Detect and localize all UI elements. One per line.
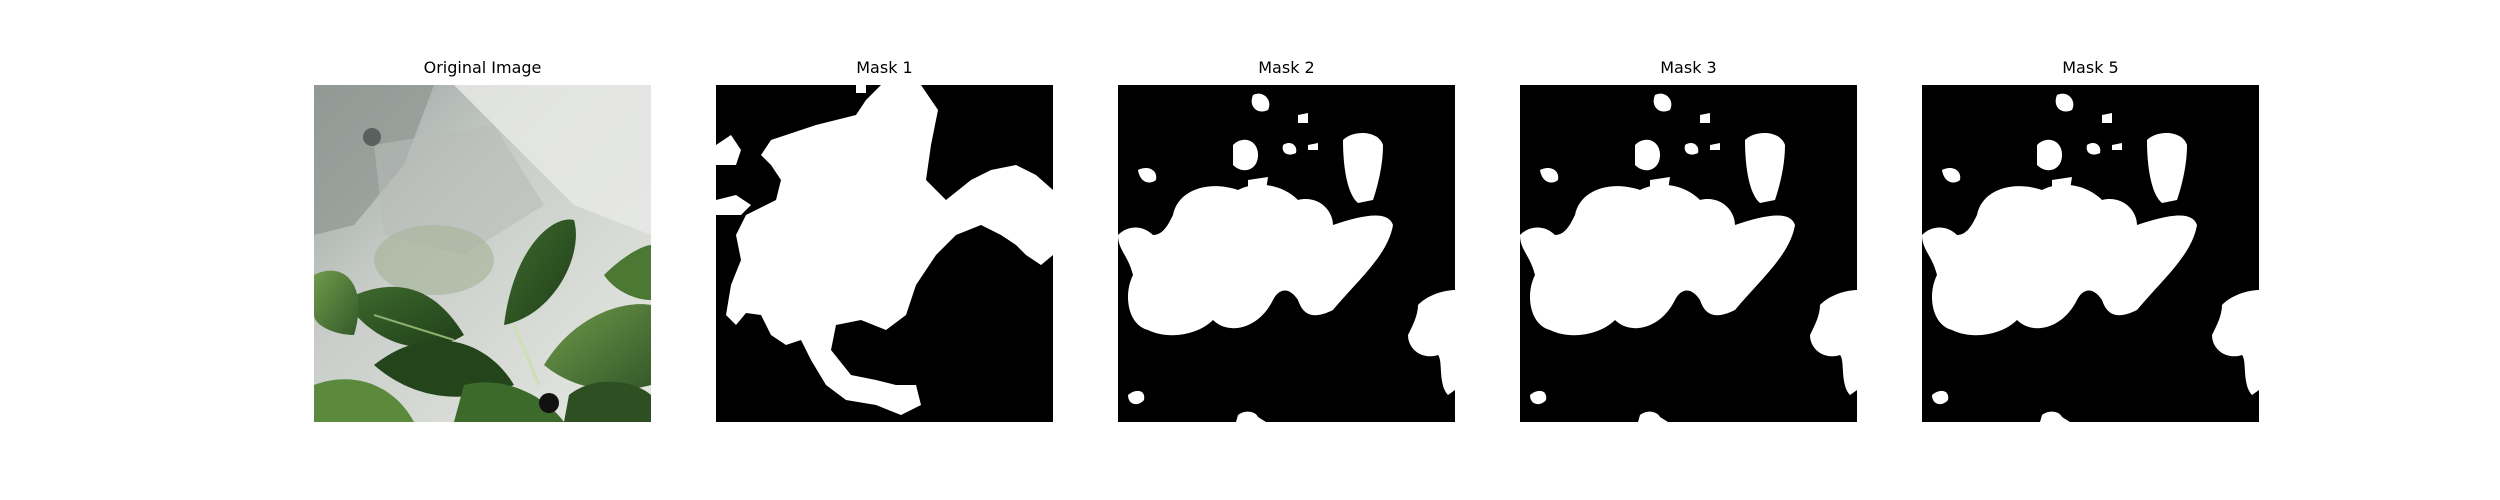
panel-title: Mask 2 [1258,58,1315,77]
panel-mask-3: Mask 3 [1520,0,1857,425]
panel-original-image: Original Image [314,0,651,425]
panel-title: Mask 1 [856,58,913,77]
panel-mask-1: Mask 1 [716,0,1053,425]
mask-5-image [1922,85,2259,422]
panel-title: Mask 5 [2062,58,2119,77]
panel-mask-5: Mask 5 [1922,0,2259,425]
original-photo [314,85,651,422]
mask-2-image [1118,85,1455,422]
mask-1-image [716,85,1053,422]
panel-title: Original Image [423,58,542,77]
panel-title: Mask 3 [1660,58,1717,77]
mask-3-image [1520,85,1857,422]
panel-mask-2: Mask 2 [1118,0,1455,425]
